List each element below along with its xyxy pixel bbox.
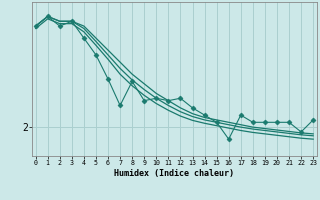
X-axis label: Humidex (Indice chaleur): Humidex (Indice chaleur) [115,169,234,178]
